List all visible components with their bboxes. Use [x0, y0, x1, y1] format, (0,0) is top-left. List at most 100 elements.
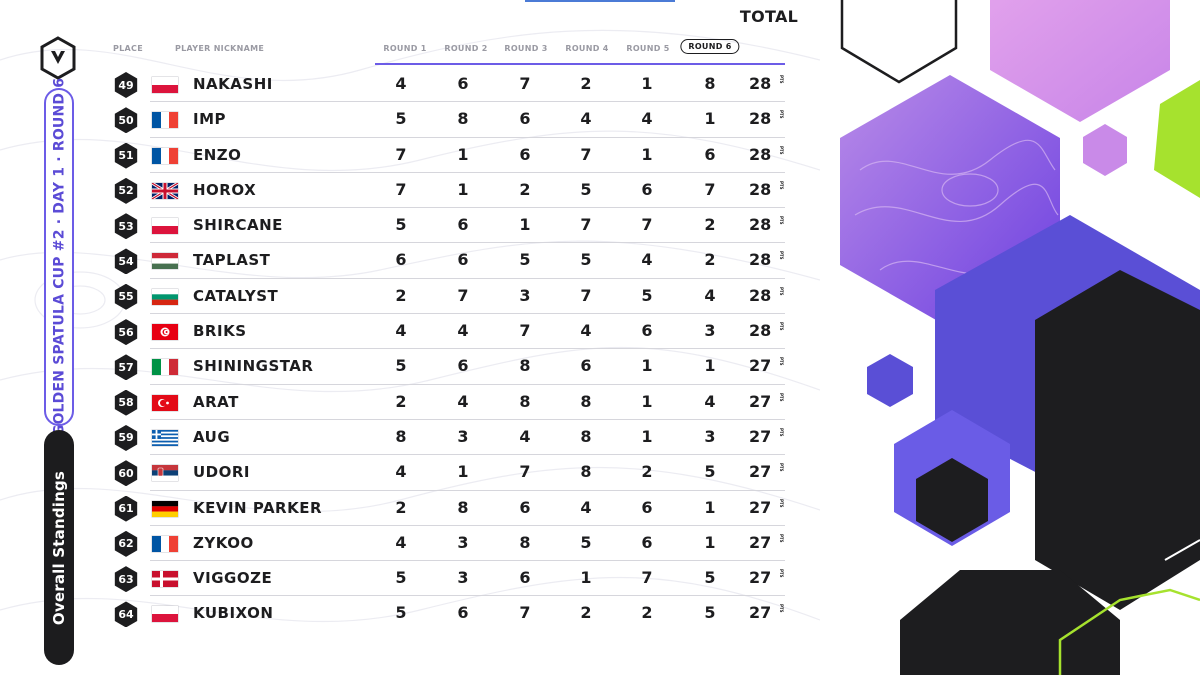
round-5-score: 2: [641, 462, 653, 482]
round-2-score: 1: [457, 179, 469, 199]
round-5-score: 1: [641, 144, 653, 164]
total-points: 28: [749, 109, 772, 129]
round-2-score: 6: [457, 356, 469, 376]
place-badge: 58: [114, 389, 138, 416]
table-row: 60 UDORI 4 1 7 8 2 5 27 PTS: [0, 455, 800, 491]
points-suffix: PTS: [779, 463, 784, 472]
header-round-1: ROUND 1: [383, 44, 427, 53]
table-row: 59 AUG 8 3 4 8 1 3 27 PTS: [0, 420, 800, 456]
round-2-score: 7: [457, 285, 469, 305]
round-5-score: 5: [641, 285, 653, 305]
player-nickname: SHININGSTAR: [193, 357, 314, 376]
table-row: 63 VIGGOZE 5 3 6 1 7 5 27 PTS: [0, 561, 800, 597]
france-flag-icon: [152, 147, 178, 164]
place-badge: 57: [114, 354, 138, 381]
player-nickname: HOROX: [193, 180, 257, 199]
table-row: 62 ZYKOO 4 3 8 5 6 1 27 PTS: [0, 526, 800, 562]
round-5-score: 1: [641, 391, 653, 411]
hex-dark-bottom: [900, 570, 1120, 675]
player-nickname: VIGGOZE: [193, 569, 273, 588]
round-5-score: 7: [641, 568, 653, 588]
round-2-score: 3: [457, 568, 469, 588]
round-6-score: 2: [704, 215, 716, 235]
round-3-score: 7: [519, 462, 531, 482]
points-suffix: PTS: [779, 110, 784, 119]
table-row: 56 BRIKS 4 4 7 4 6 3 28 PTS: [0, 314, 800, 350]
player-nickname: CATALYST: [193, 286, 279, 305]
round-3-score: 8: [519, 532, 531, 552]
round-6-score: 8: [704, 74, 716, 93]
round-1-score: 8: [395, 426, 407, 446]
round-6-score: 4: [704, 391, 716, 411]
round-4-score: 4: [580, 497, 592, 517]
round-1-score: 4: [395, 462, 407, 482]
round-3-score: 3: [519, 285, 531, 305]
round-6-score: 5: [704, 462, 716, 482]
total-points: 28: [749, 321, 772, 341]
points-suffix: PTS: [779, 357, 784, 366]
round-3-score: 4: [519, 426, 531, 446]
header-round-4: ROUND 4: [565, 44, 609, 53]
table-row: 50 IMP 5 8 6 4 4 1 28 PTS: [0, 102, 800, 138]
place-badge: 53: [114, 213, 138, 240]
greece-flag-icon: [152, 429, 178, 446]
round-3-score: 8: [519, 391, 531, 411]
round-4-score: 2: [580, 603, 592, 623]
round-5-score: 6: [641, 497, 653, 517]
total-points: 27: [749, 462, 772, 482]
round-6-score: 5: [704, 568, 716, 588]
round-1-score: 6: [395, 250, 407, 270]
round-2-score: 1: [457, 462, 469, 482]
points-suffix: PTS: [779, 322, 784, 331]
player-nickname: BRIKS: [193, 322, 247, 341]
header-divider: [375, 63, 785, 65]
germany-flag-icon: [152, 500, 178, 517]
round-3-score: 7: [519, 603, 531, 623]
round-1-score: 5: [395, 356, 407, 376]
round-6-score: 6: [704, 144, 716, 164]
round-1-score: 4: [395, 74, 407, 93]
round-1-score: 2: [395, 497, 407, 517]
place-badge: 51: [114, 142, 138, 169]
total-points: 27: [749, 532, 772, 552]
hex-blue-small: [867, 354, 913, 407]
round-4-score: 5: [580, 179, 592, 199]
round-1-score: 5: [395, 215, 407, 235]
place-badge: 54: [114, 248, 138, 275]
poland-flag-icon: [152, 218, 178, 235]
hungary-flag-icon: [152, 253, 178, 270]
round-6-score: 2: [704, 250, 716, 270]
player-nickname: IMP: [193, 110, 227, 129]
header-round-2: ROUND 2: [444, 44, 488, 53]
bulgaria-flag-icon: [152, 288, 178, 305]
player-nickname: ARAT: [193, 392, 239, 411]
round-3-score: 6: [519, 109, 531, 129]
points-suffix: PTS: [779, 251, 784, 261]
player-nickname: ENZO: [193, 145, 242, 164]
hex-pink-small: [1083, 124, 1127, 176]
standings-table: 49 NAKASHI 4 6 7 2 1 8 28 PTS 50 IMP 5 8 6 4 4 1 28 PTS 51 EN…: [0, 67, 800, 632]
total-points: 27: [749, 497, 772, 517]
hex-outline-top: [840, 0, 958, 84]
round-1-score: 7: [395, 144, 407, 164]
round-1-score: 7: [395, 179, 407, 199]
round-1-score: 4: [395, 321, 407, 341]
poland-flag-icon: [152, 606, 178, 623]
round-6-score: 4: [704, 285, 716, 305]
player-nickname: TAPLAST: [193, 251, 271, 270]
points-suffix: PTS: [779, 533, 784, 543]
round-2-score: 6: [457, 603, 469, 623]
total-points: 28: [749, 285, 772, 305]
player-nickname: AUG: [193, 427, 231, 446]
round-2-score: 6: [457, 74, 469, 93]
place-badge: 55: [114, 283, 138, 310]
round-4-score: 4: [580, 109, 592, 129]
round-5-score: 1: [641, 74, 653, 93]
round-4-score: 5: [580, 532, 592, 552]
france-flag-icon: [152, 535, 178, 552]
tournament-logo-icon: [40, 36, 76, 80]
hex-dark-lower: [916, 458, 988, 542]
round-6-score: 1: [704, 356, 716, 376]
points-suffix: PTS: [779, 145, 784, 155]
round-3-score: 7: [519, 74, 531, 93]
